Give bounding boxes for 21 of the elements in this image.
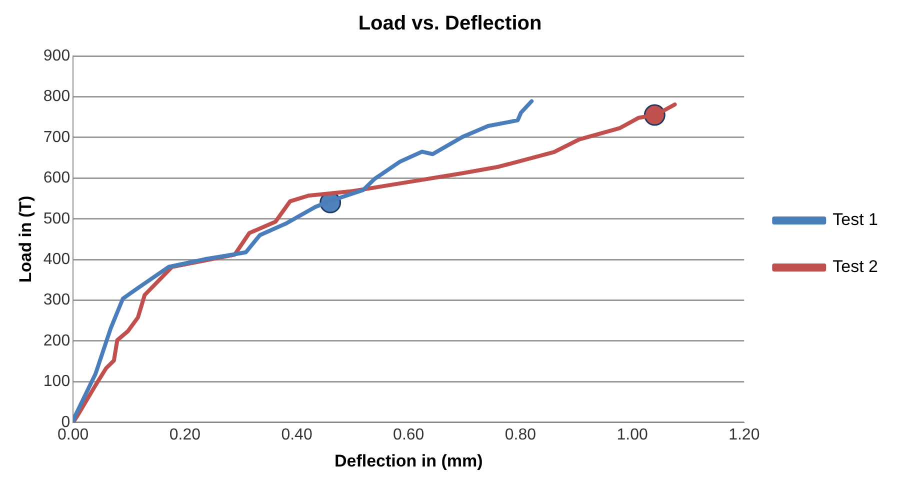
y-tick-label: 200 — [43, 332, 70, 350]
y-tick-label: 500 — [43, 210, 70, 228]
y-tick-label: 700 — [43, 128, 70, 146]
legend-label: Test 1 — [832, 210, 878, 230]
x-tick-label: 1.00 — [616, 426, 648, 444]
y-tick-label: 400 — [43, 250, 70, 268]
x-tick-label: 0.80 — [504, 426, 536, 444]
x-tick-label: 1.20 — [728, 426, 760, 444]
y-axis-title: Load in (T) — [16, 196, 35, 283]
legend-label: Test 2 — [832, 257, 878, 276]
y-tick-label: 100 — [43, 373, 70, 390]
y-tick-label: 600 — [43, 170, 70, 187]
x-tick-label: 0.40 — [281, 426, 312, 444]
x-tick-label: 0.00 — [58, 426, 89, 444]
x-axis-title: Deflection in (mm) — [334, 451, 483, 470]
y-tick-label: 900 — [43, 47, 70, 64]
chart-title: Load vs. Deflection — [358, 12, 542, 35]
x-tick-label: 0.20 — [169, 426, 201, 444]
y-tick-label: 300 — [43, 292, 70, 309]
y-tick-label: 800 — [43, 88, 70, 106]
x-tick-label: 0.60 — [393, 426, 424, 444]
